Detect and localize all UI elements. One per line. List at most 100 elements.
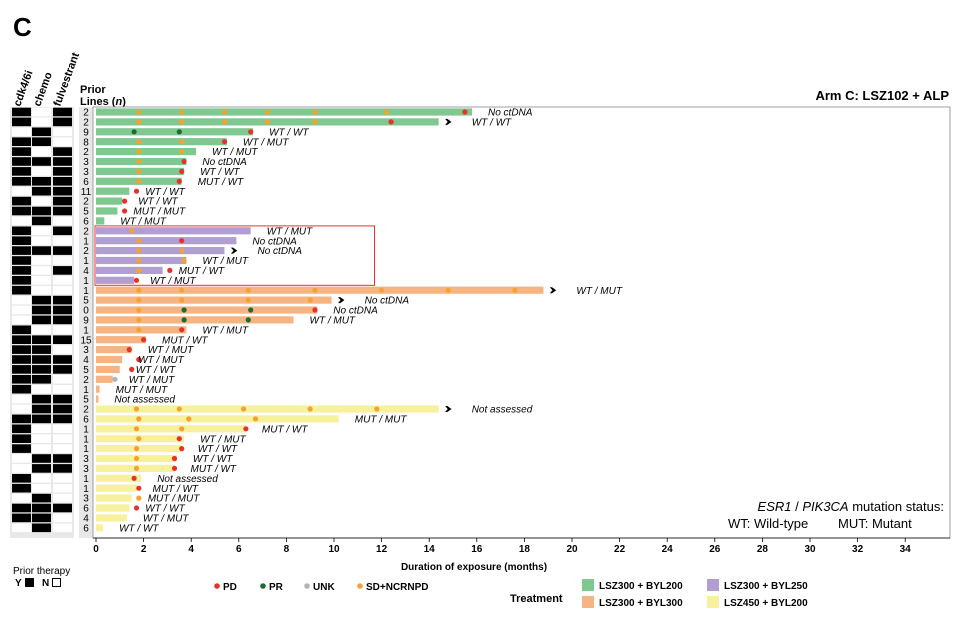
x-tick-label: 24: [662, 544, 674, 555]
prior-therapy-cell: [32, 335, 51, 344]
response-marker: [136, 119, 142, 125]
exposure-bar: [96, 187, 130, 195]
prior-lines-value: 1: [83, 286, 89, 297]
mutation-status-label: MUT / WT: [262, 424, 308, 435]
prior-therapy-cell: [32, 246, 51, 255]
prior-lines-header: Prior: [80, 84, 106, 96]
prior-lines-value: 9: [83, 127, 89, 138]
prior-therapy-cell: [12, 493, 31, 503]
prior-lines-value: 0: [83, 306, 89, 317]
mutation-status-label: WT / MUT: [243, 137, 289, 148]
prior-therapy-cell: [32, 355, 51, 364]
response-marker: [136, 317, 142, 323]
prior-therapy-cell: [12, 523, 31, 533]
prior-lines-value: 5: [83, 395, 89, 406]
exposure-bar: [96, 346, 132, 354]
prior-therapy-cell: [12, 276, 31, 285]
treatment-legend-swatch: [707, 596, 719, 608]
prior-lines-value: 4: [83, 514, 89, 525]
prior-therapy-cell: [32, 375, 51, 384]
prior-therapy-cell: [12, 503, 31, 513]
prior-therapy-cell: [12, 246, 31, 255]
exposure-bar: [96, 355, 123, 364]
prior-therapy-cell: [32, 305, 51, 315]
prior-therapy-cell: [32, 206, 51, 216]
response-marker: [136, 109, 142, 115]
response-marker: [131, 129, 137, 135]
response-marker: [176, 178, 182, 184]
prior-lines-value: 5: [83, 296, 89, 307]
prior-therapy-cell: [53, 107, 72, 117]
mutation-status-label: WT / MUT: [202, 256, 248, 267]
prior-therapy-legend-no: N: [42, 578, 49, 589]
prior-therapy-legend-title: Prior therapy: [13, 566, 70, 577]
response-marker: [133, 277, 140, 283]
response-marker: [221, 139, 228, 145]
mutation-status-label: WT / MUT: [120, 217, 166, 228]
response-marker: [248, 307, 254, 313]
exposure-bar: [96, 148, 196, 156]
prior-therapy-cell: [32, 107, 51, 117]
prior-therapy-cell: [12, 216, 31, 226]
prior-lines-value: 11: [81, 187, 92, 198]
prior-lines-value: 3: [83, 345, 89, 356]
prior-therapy-cell: [53, 335, 72, 344]
prior-therapy-cell: [53, 513, 72, 523]
response-marker: [133, 505, 140, 511]
prior-lines-labels: 2298233611256212141150911534521526111331…: [80, 108, 92, 535]
prior-therapy-cell: [12, 157, 31, 166]
response-marker: [245, 297, 251, 303]
exposure-bar: [96, 306, 318, 314]
prior-therapy-cell: [12, 335, 31, 344]
prior-therapy-cell: [53, 127, 72, 137]
treatment-legend-swatch: [582, 579, 594, 591]
prior-therapy-cell: [32, 167, 51, 176]
prior-therapy-cell: [32, 186, 51, 196]
mutation-status-label: No ctDNA: [365, 296, 410, 307]
prior-therapy-cell: [53, 196, 72, 206]
response-marker: [136, 149, 142, 155]
panel-letter: C: [13, 12, 32, 42]
mutation-note: ESR1 / PIK3CA mutation status: WT: Wild-…: [728, 499, 944, 531]
prior-therapy-cell: [12, 404, 31, 414]
mutation-status-label: WT / WT: [193, 454, 233, 465]
prior-therapy-cell: [53, 523, 72, 533]
response-marker: [312, 119, 318, 125]
response-marker: [181, 317, 187, 323]
response-marker: [136, 238, 142, 244]
response-marker: [133, 188, 140, 194]
prior-therapy-cell: [53, 295, 72, 305]
response-marker: [136, 139, 142, 145]
exposure-bar: [96, 207, 118, 215]
exposure-bar: [96, 524, 104, 532]
exposure-bar: [96, 405, 439, 413]
response-marker: [176, 436, 182, 442]
prior-therapy-cell: [53, 503, 72, 513]
prior-lines-value: 3: [83, 157, 89, 168]
prior-therapy-yes-swatch: [25, 578, 34, 587]
response-marker: [131, 475, 137, 481]
response-marker: [136, 297, 142, 303]
prior-therapy-cell: [12, 424, 31, 434]
mutation-status-label: MUT / WT: [198, 177, 244, 188]
event-legend-label: PR: [269, 582, 284, 593]
response-marker: [445, 287, 451, 293]
response-marker: [133, 406, 140, 412]
response-marker: [181, 257, 187, 264]
mutation-status-label: MUT / MUT: [133, 207, 186, 218]
response-marker: [379, 287, 385, 293]
response-marker: [512, 287, 518, 293]
prior-lines-value: 6: [83, 217, 89, 228]
prior-therapy-cell: [32, 295, 51, 305]
response-marker: [171, 455, 178, 462]
response-marker: [129, 366, 135, 372]
prior-lines-value: 1: [83, 444, 89, 455]
prior-therapy-cell: [12, 444, 31, 453]
response-marker: [312, 307, 318, 313]
prior-therapy-cell: [53, 256, 72, 265]
response-marker: [179, 119, 185, 125]
prior-lines-value: 3: [83, 494, 89, 505]
prior-therapy-cell: [32, 444, 51, 453]
response-marker: [133, 465, 140, 471]
prior-therapy-cell: [53, 305, 72, 315]
